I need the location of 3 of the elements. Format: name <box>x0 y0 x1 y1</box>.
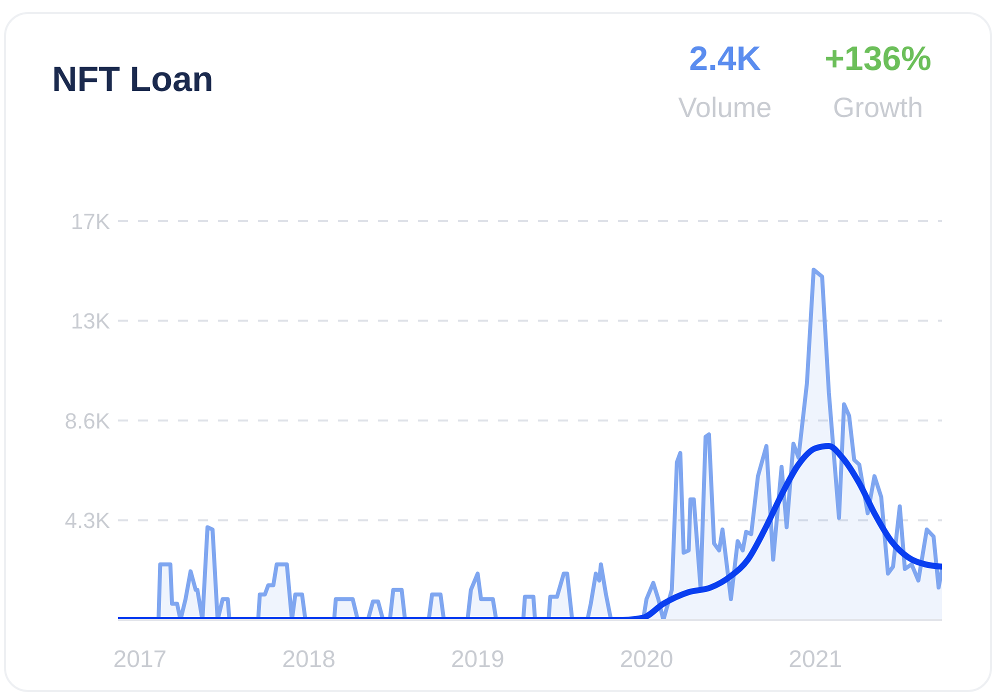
chart-title: NFT Loan <box>52 60 214 100</box>
text: +136% <box>824 40 932 79</box>
text: 2.4K <box>688 40 762 79</box>
